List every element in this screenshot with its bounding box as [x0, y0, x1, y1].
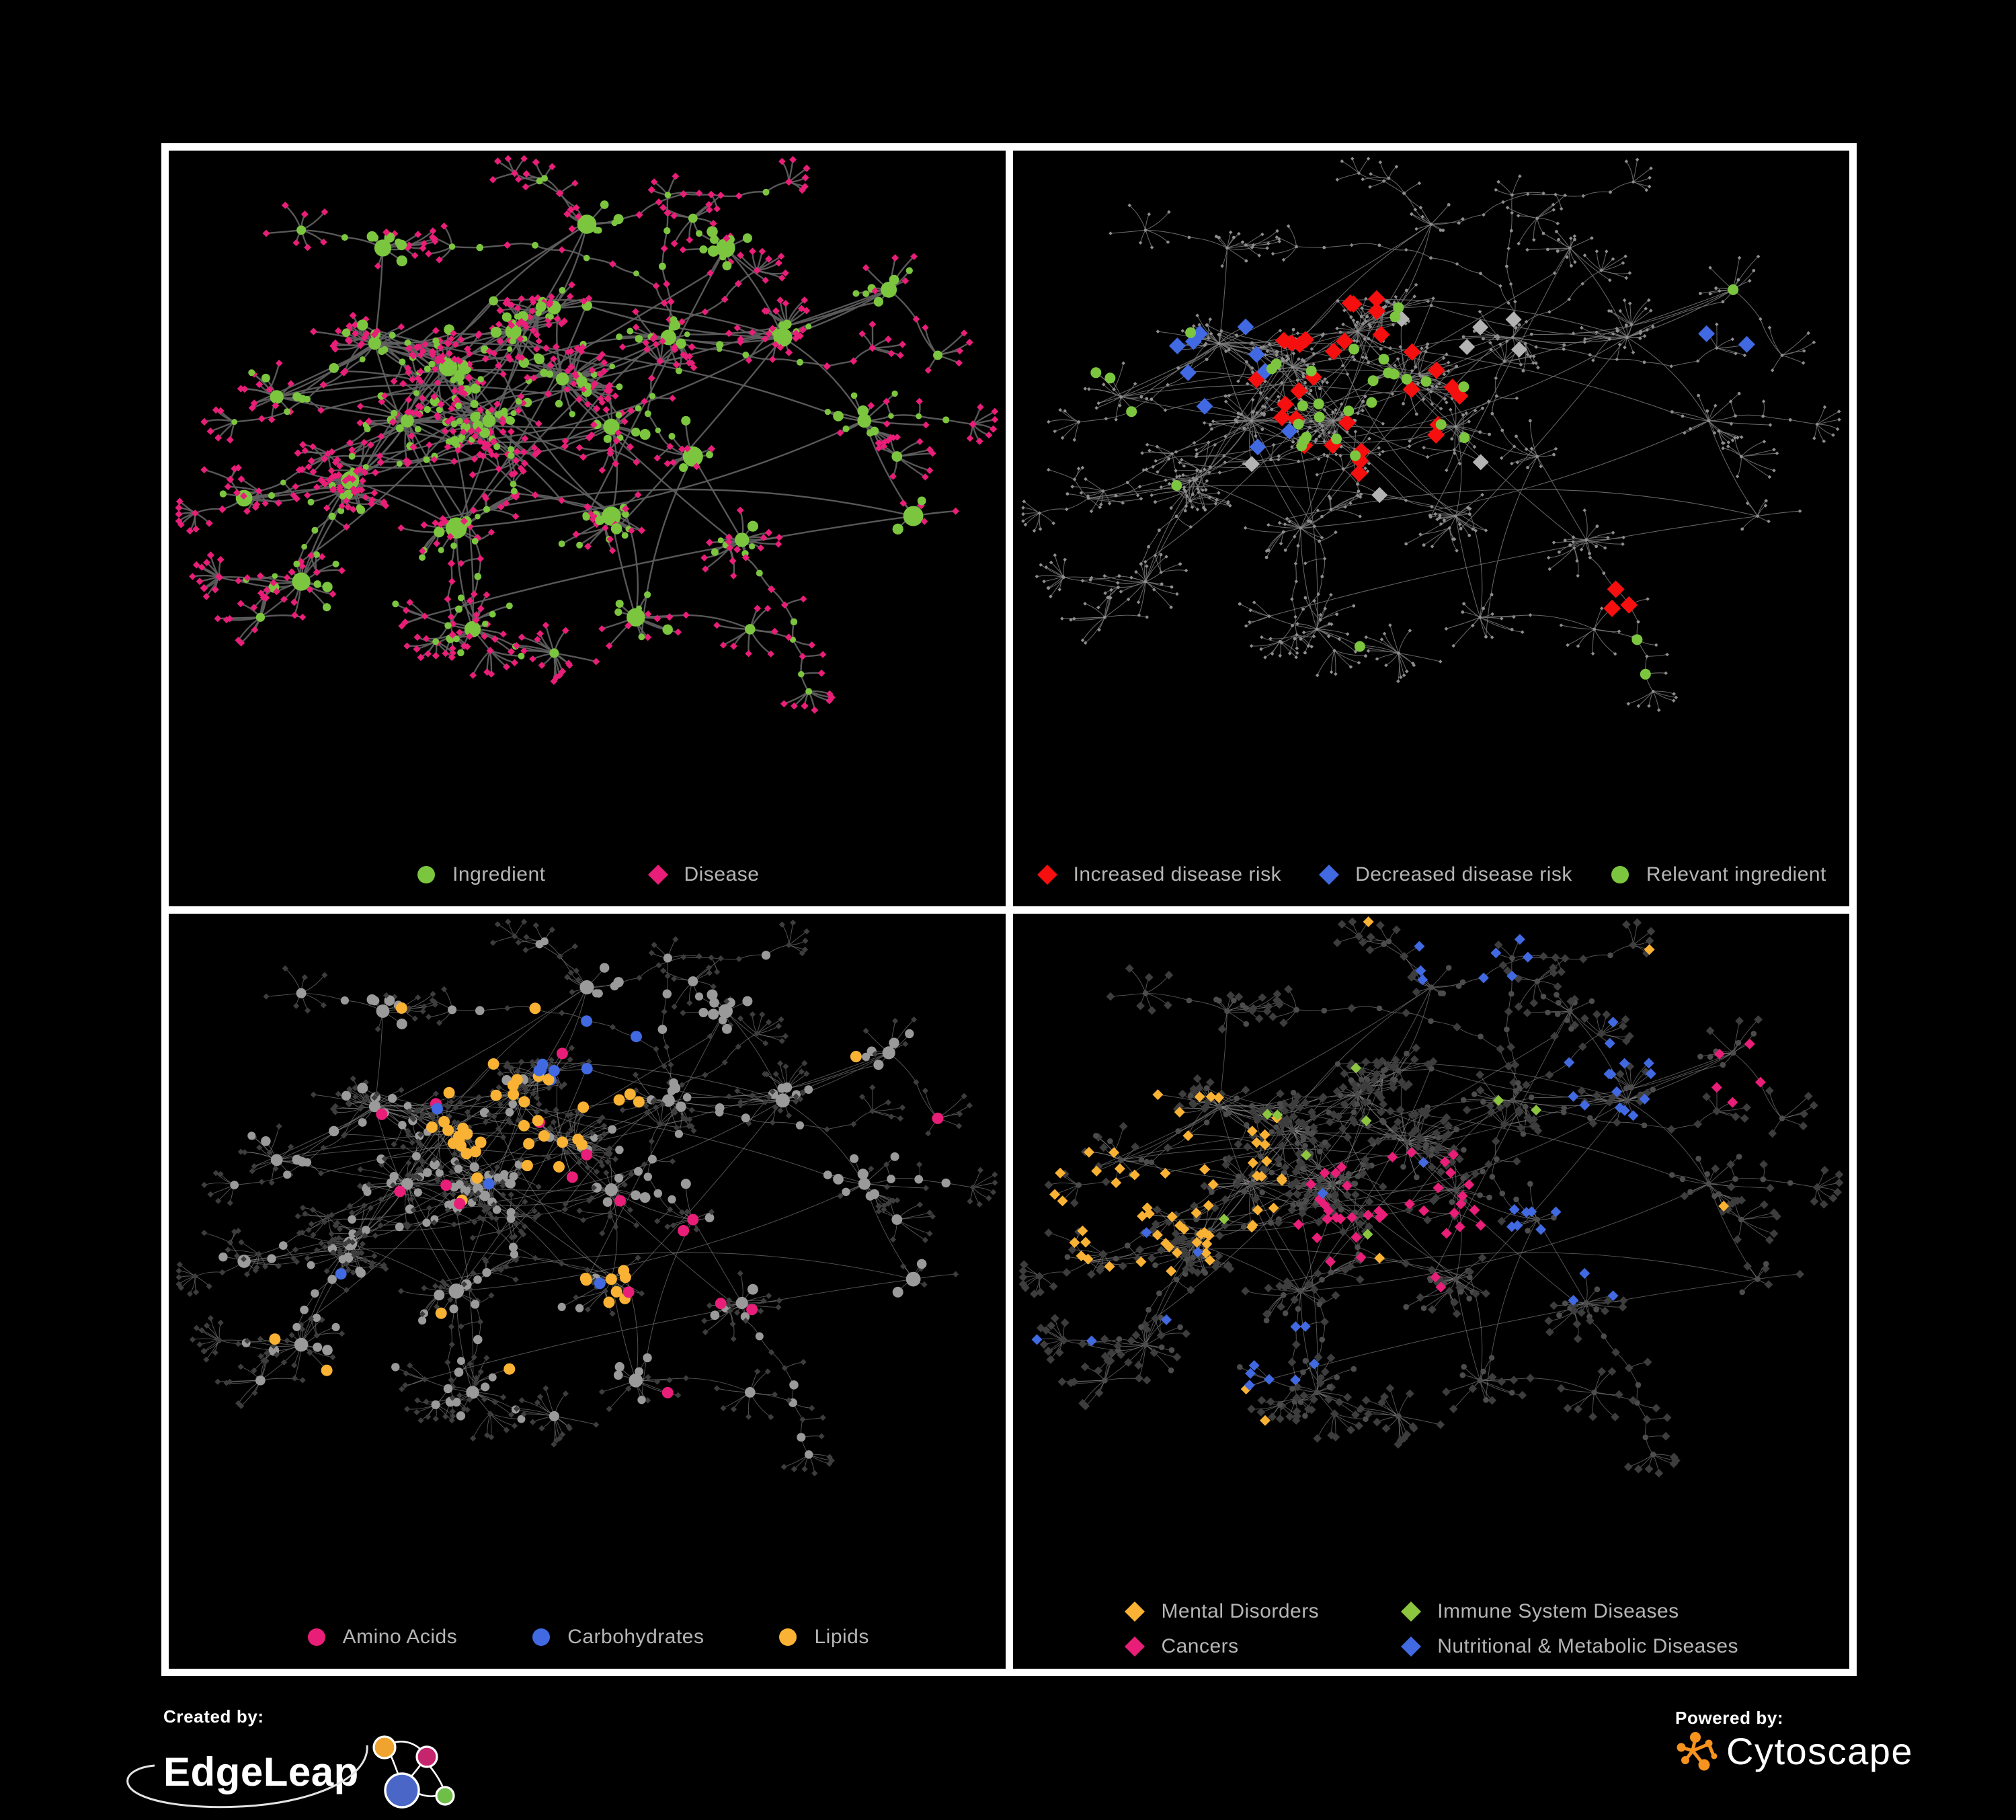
legend-label: Amino Acids [342, 1626, 458, 1648]
legend-item: Carbohydrates [530, 1626, 704, 1649]
legend-label: Immune System Diseases [1437, 1600, 1679, 1622]
panel-ingredient-disease: Ingredient Disease [169, 151, 1006, 906]
legend-circle-marker-icon [779, 1628, 797, 1646]
cytoscape-credit: Powered by: Cytoscape [1675, 1708, 1984, 1809]
legend-diamond-marker-icon [647, 864, 668, 885]
edgeleap-logo: EdgeLeap [163, 1729, 513, 1815]
legend-diamond-marker-icon [1401, 1601, 1422, 1622]
cytoscape-wordmark: Cytoscape [1726, 1729, 1914, 1772]
legend-circle-marker-icon [532, 1628, 551, 1646]
legend-item: Immune System Diseases [1400, 1600, 1738, 1623]
panel-disease-risk: Increased disease risk Decreased disease … [1012, 151, 1850, 906]
network-ingredient-disease [175, 155, 999, 714]
edgeleap-wordmark: EdgeLeap [163, 1749, 359, 1794]
legend-circle-marker-icon [417, 865, 436, 883]
legend-nutrient-classes: Amino Acids Carbohydrates Lipids [169, 1626, 1006, 1649]
legend-item: Ingredient [415, 863, 545, 886]
legend-diamond-marker-icon [1037, 864, 1057, 885]
legend-label: Disease [684, 863, 760, 885]
network-disease-risk [1020, 157, 1841, 712]
panel-nutrient-classes: Amino Acids Carbohydrates Lipids [169, 913, 1006, 1669]
legend-label: Ingredient [452, 863, 546, 885]
edgeleap-network-glyph-icon [372, 1735, 455, 1809]
legend-item: Disease [647, 863, 760, 886]
legend-label: Lipids [814, 1626, 869, 1648]
legend-label: Relevant ingredient [1646, 863, 1826, 885]
network-disease-classes [1018, 916, 1843, 1478]
created-by-label: Created by: [163, 1706, 264, 1727]
legend-disease-classes: Mental Disorders Immune System Diseases Ca… [1013, 1600, 1850, 1658]
edgeleap-credit: Created by: EdgeLeap [126, 1706, 513, 1817]
panel-disease-classes: Mental Disorders Immune System Diseases Ca… [1012, 913, 1850, 1669]
legend-label: Increased disease risk [1073, 863, 1282, 885]
network-nutrient-classes [175, 918, 998, 1476]
legend-diamond-marker-icon [1125, 1601, 1145, 1622]
legend-diamond-marker-icon [1125, 1636, 1145, 1657]
legend-label: Cancers [1161, 1635, 1239, 1657]
powered-by-label: Powered by: [1675, 1708, 1784, 1728]
legend-label: Carbohydrates [567, 1626, 704, 1648]
legend-item: Lipids [776, 1626, 869, 1649]
legend-label: Decreased disease risk [1355, 863, 1572, 885]
cytoscape-logo: Cytoscape [1675, 1730, 1984, 1773]
cytoscape-icon [1677, 1732, 1718, 1771]
legend-label: Mental Disorders [1161, 1600, 1320, 1622]
legend-label: Nutritional & Metabolic Diseases [1437, 1635, 1739, 1657]
legend-item: Decreased disease risk [1318, 863, 1572, 886]
legend-diamond-marker-icon [1401, 1636, 1422, 1657]
legend-item: Increased disease risk [1036, 863, 1281, 886]
legend-diamond-marker-icon [1319, 864, 1340, 885]
legend-ingredient-disease: Ingredient Disease [169, 863, 1006, 886]
legend-circle-marker-icon [1611, 865, 1629, 883]
legend-item: Amino Acids [305, 1626, 458, 1649]
legend-item: Mental Disorders [1123, 1600, 1319, 1623]
legend-circle-marker-icon [307, 1628, 325, 1646]
panel-grid: Ingredient Disease Increased disease risk… [161, 143, 1857, 1676]
legend-item: Relevant ingredient [1609, 863, 1826, 886]
legend-disease-risk: Increased disease risk Decreased disease … [1013, 863, 1850, 886]
legend-item: Cancers [1123, 1635, 1319, 1658]
legend-item: Nutritional & Metabolic Diseases [1400, 1635, 1738, 1658]
